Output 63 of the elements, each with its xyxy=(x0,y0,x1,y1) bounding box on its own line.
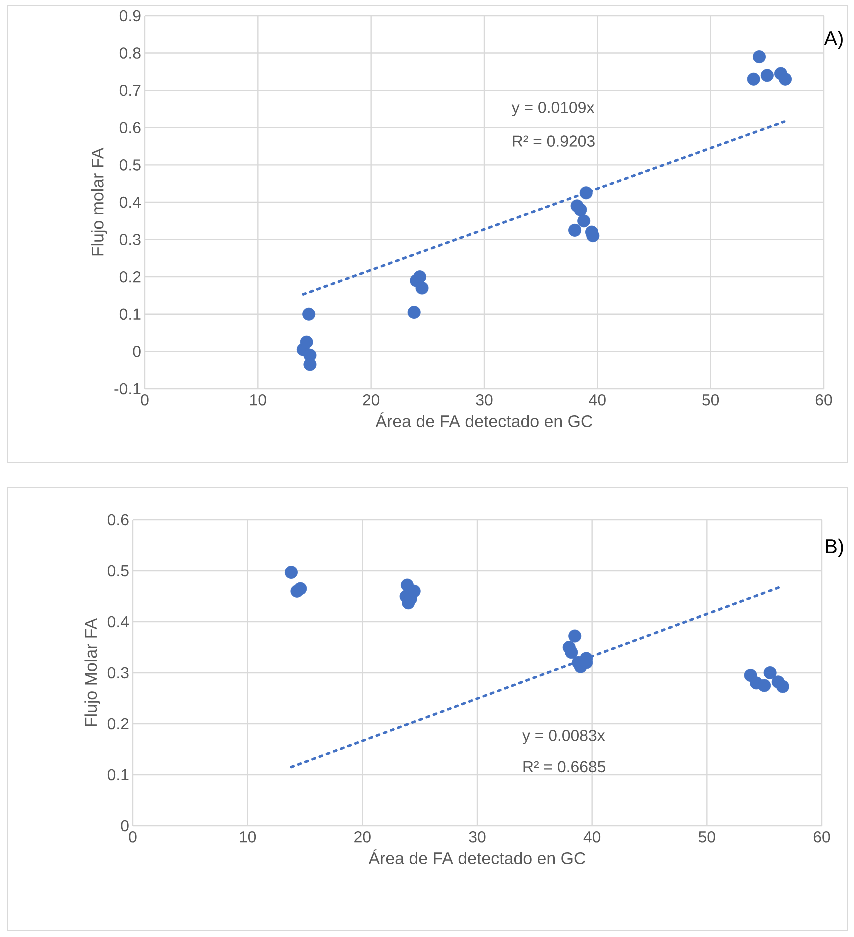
point xyxy=(302,308,316,321)
annotation: y = 0.0109x xyxy=(512,102,595,116)
point xyxy=(408,584,421,598)
point xyxy=(294,582,308,596)
point xyxy=(413,270,426,284)
x-tick-label: 30 xyxy=(476,394,493,406)
y-tick-label: 0.7 xyxy=(120,84,141,96)
annotation: R² = 0.6685 xyxy=(524,761,606,773)
point xyxy=(568,224,582,237)
point xyxy=(758,679,772,692)
point xyxy=(565,646,578,660)
point xyxy=(284,566,298,580)
y-tick-label: 0.1 xyxy=(120,308,141,320)
point xyxy=(753,50,766,64)
point xyxy=(408,306,421,320)
x-tick-label: 10 xyxy=(250,394,266,406)
y-tick-label: 0 xyxy=(121,820,129,832)
x-tick-label: 40 xyxy=(584,832,601,843)
point xyxy=(776,680,790,694)
x-axis-title: Área de FA detectado en GC xyxy=(368,850,586,864)
point xyxy=(304,358,317,372)
y-tick-label: 0.2 xyxy=(120,271,141,283)
point xyxy=(568,630,582,643)
x-tick-label: 60 xyxy=(814,832,830,843)
x-tick-label: 50 xyxy=(702,394,720,406)
point xyxy=(764,666,777,680)
x-tick-label: 60 xyxy=(816,394,832,406)
x-tick-label: 0 xyxy=(141,394,149,406)
point xyxy=(300,336,314,349)
y-axis-title: Flujo Molar FA xyxy=(84,618,100,726)
y-tick-label: 0 xyxy=(133,346,141,358)
x-axis-title: Área de FA detectado en GC xyxy=(376,412,593,428)
point xyxy=(760,69,774,82)
y-tick-label: 0.4 xyxy=(120,196,142,208)
point xyxy=(416,282,429,295)
point xyxy=(580,186,593,200)
x-tick-label: 50 xyxy=(698,832,716,843)
point xyxy=(779,72,792,86)
y-tick-label: 0.6 xyxy=(108,514,129,526)
point xyxy=(578,214,591,228)
x-tick-label: 30 xyxy=(469,832,486,843)
annotation: R² = 0.9203 xyxy=(513,136,595,147)
x-tick-label: 20 xyxy=(363,394,380,406)
x-tick-label: 10 xyxy=(240,832,256,843)
y-tick-label: 0.3 xyxy=(108,667,129,679)
text: B) xyxy=(826,538,844,558)
y-tick-label: 0.1 xyxy=(108,769,129,781)
y-tick-label: -0.1 xyxy=(114,383,141,395)
x-tick-label: 40 xyxy=(589,394,606,406)
y-axis-title: Flujo molar FA xyxy=(91,148,108,256)
point xyxy=(574,203,588,216)
point xyxy=(747,72,760,86)
annotation: y = 0.0083x xyxy=(522,730,606,744)
y-tick-label: 0.5 xyxy=(108,565,129,577)
y-tick-label: 0.2 xyxy=(108,718,129,730)
y-tick-label: 0.4 xyxy=(108,616,130,628)
y-tick-label: 0.9 xyxy=(120,10,141,22)
y-tick-label: 0.8 xyxy=(120,48,141,59)
x-tick-label: 20 xyxy=(354,832,371,843)
y-tick-label: 0.6 xyxy=(120,122,141,134)
y-tick-label: 0.5 xyxy=(120,160,141,171)
text: A) xyxy=(824,30,843,50)
y-tick-label: 0.3 xyxy=(120,234,141,246)
